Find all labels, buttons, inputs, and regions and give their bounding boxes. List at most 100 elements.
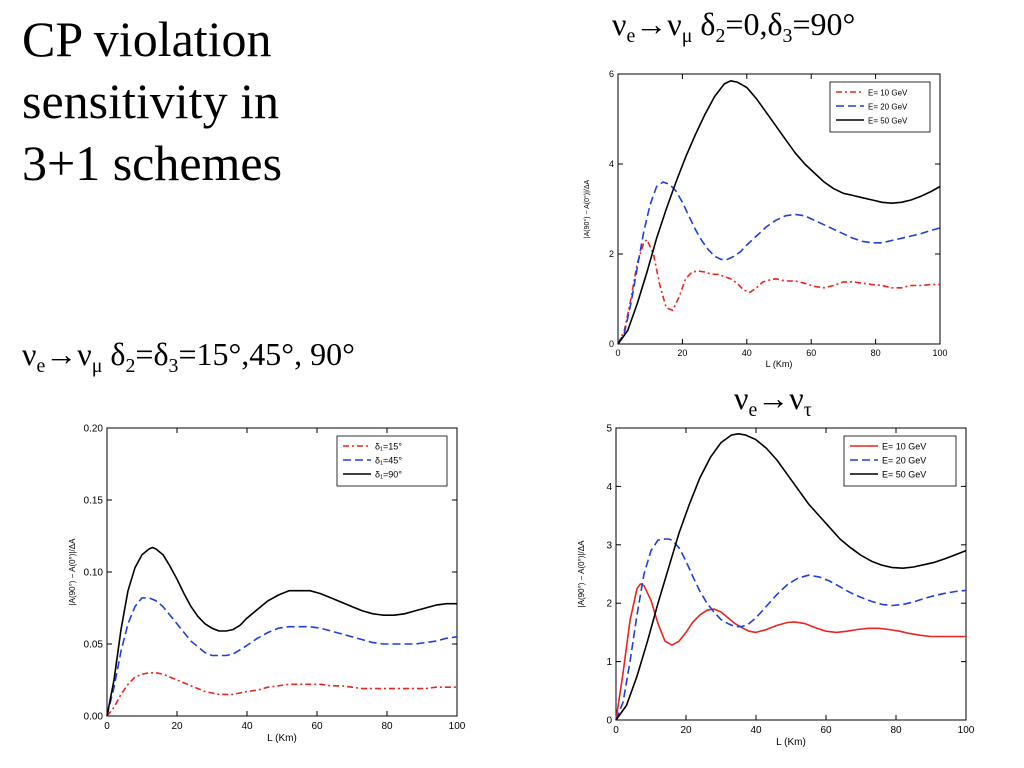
y-tick-label: 0.15 (84, 496, 104, 507)
y-tick-label: 6 (609, 69, 614, 79)
slide-title: CP violation sensitivity in 3+1 schemes (22, 8, 362, 194)
caption-part: μ (91, 354, 103, 377)
x-tick-label: 0 (613, 725, 619, 736)
caption-part: → (757, 380, 790, 416)
series-line-3 (106, 546, 457, 717)
caption-part: ν (77, 336, 92, 372)
x-tick-label: 0 (104, 721, 110, 732)
y-tick-label: 5 (606, 424, 612, 435)
y-tick-label: 0 (609, 339, 614, 349)
series-line-2 (106, 597, 458, 717)
caption-tau: νe→ντ (734, 378, 812, 421)
legend: δ₁=15° δ₁=45° δ₁=90° (336, 435, 448, 487)
y-axis-label: |A(90°) − A(0°)|/ΔA (577, 540, 586, 607)
series-line-1 (615, 583, 966, 721)
legend: E= 10 GeV E= 20 GeV E= 50 GeV (829, 81, 931, 133)
caption-part: μ (681, 24, 693, 47)
x-tick-label: 60 (311, 721, 323, 732)
legend-label: E= 50 GeV (882, 470, 926, 480)
chart-top-right: 0 20 40 60 80 100 0 2 4 6 L (Km) |A(90°) − A(0°)|/Δ… (583, 69, 947, 369)
y-tick-label: 0 (606, 716, 612, 727)
caption-part: 3 (782, 24, 793, 47)
y-tick-label: 4 (606, 482, 612, 493)
y-tick-label: 0.00 (84, 712, 104, 723)
y-tick-label: 0.20 (84, 424, 104, 435)
title-line-3: 3+1 schemes (22, 135, 283, 191)
caption-part: =δ (135, 336, 169, 372)
caption-part: e (36, 354, 46, 377)
y-tick-label: 2 (606, 599, 612, 610)
caption-part: ν (22, 336, 37, 372)
plot-frame (617, 73, 941, 345)
series-line-3 (615, 433, 967, 721)
caption-left: νe→νμ δ2=δ3=15°,45°, 90° (22, 334, 355, 377)
caption-part: =15°,45°, 90° (178, 336, 355, 372)
x-tick-label: 80 (381, 721, 393, 732)
caption-part: τ (803, 398, 812, 421)
x-tick-label: 20 (680, 725, 692, 736)
legend-box (829, 81, 931, 133)
caption-part: 2 (125, 354, 136, 377)
caption-part: ν (789, 380, 804, 416)
caption-part: e (748, 398, 758, 421)
legend-label: δ₁=15° (375, 442, 402, 452)
caption-part: e (626, 24, 636, 47)
caption-part: 3 (168, 354, 179, 377)
legend-label: E= 10 GeV (868, 89, 908, 98)
legend-box (843, 435, 957, 487)
legend-label: E= 20 GeV (882, 456, 926, 466)
x-tick-label: 40 (241, 721, 253, 732)
caption-top-right: νe→νμ δ2=0,δ3=90° (612, 4, 856, 47)
x-tick-label: 60 (820, 725, 832, 736)
y-tick-label: 1 (606, 657, 612, 668)
y-axis-label: |A(90°) − A(0°)|/ΔA (68, 538, 77, 605)
x-tick-label: 80 (871, 348, 881, 358)
legend: E= 10 GeV E= 20 GeV E= 50 GeV (843, 435, 957, 487)
x-axis-label: L (Km) (267, 733, 297, 744)
caption-part: =0,δ (725, 6, 783, 42)
caption-part: 2 (715, 24, 726, 47)
chart-bottom-right: 0 20 40 60 80 100 0 1 2 3 4 5 L (Km) |A(90°) − A(0°)|… (577, 424, 975, 749)
y-tick-label: 0.10 (84, 568, 104, 579)
x-tick-label: 0 (615, 348, 620, 358)
caption-part: δ (102, 336, 126, 372)
series-line-1 (617, 238, 940, 345)
caption-part: ν (612, 6, 627, 42)
chart-left: 0 20 40 60 80 100 0.00 0.05 0.10 0.15 0.20 L (Km) |A… (68, 424, 466, 745)
y-tick-label: 0.05 (84, 640, 104, 651)
x-tick-label: 40 (750, 725, 762, 736)
legend-label: E= 50 GeV (868, 117, 908, 126)
legend-label: δ₁=45° (375, 456, 402, 466)
y-tick-label: 3 (606, 540, 612, 551)
title-line-1: CP violation (22, 11, 272, 67)
x-tick-label: 20 (171, 721, 183, 732)
x-tick-label: 80 (890, 725, 902, 736)
caption-part: → (45, 336, 78, 372)
caption-part: ν (667, 6, 682, 42)
caption-part: =90° (792, 6, 856, 42)
caption-part: δ (692, 6, 716, 42)
legend-label: δ₁=90° (375, 470, 402, 480)
x-tick-label: 60 (806, 348, 816, 358)
x-axis-label: L (Km) (766, 359, 793, 369)
y-axis-label: |A(90°) − A(0°)|/ΔA (583, 179, 591, 238)
caption-part: ν (734, 380, 749, 416)
x-tick-label: 100 (958, 725, 975, 736)
legend-label: E= 20 GeV (868, 103, 908, 112)
title-line-2: sensitivity in (22, 73, 279, 129)
series-line-1 (106, 672, 457, 717)
x-tick-label: 40 (742, 348, 752, 358)
x-tick-label: 100 (932, 348, 947, 358)
legend-box (336, 435, 448, 487)
x-axis-label: L (Km) (776, 737, 806, 748)
series-line-2 (615, 538, 967, 721)
x-tick-label: 100 (449, 721, 466, 732)
legend-label: E= 10 GeV (882, 442, 926, 452)
series-line-2 (617, 181, 941, 345)
y-tick-label: 2 (609, 249, 614, 259)
caption-part: → (635, 6, 668, 42)
x-tick-label: 20 (677, 348, 687, 358)
plot-frame (615, 427, 967, 721)
series-line-3 (617, 79, 941, 345)
y-tick-label: 4 (609, 159, 614, 169)
